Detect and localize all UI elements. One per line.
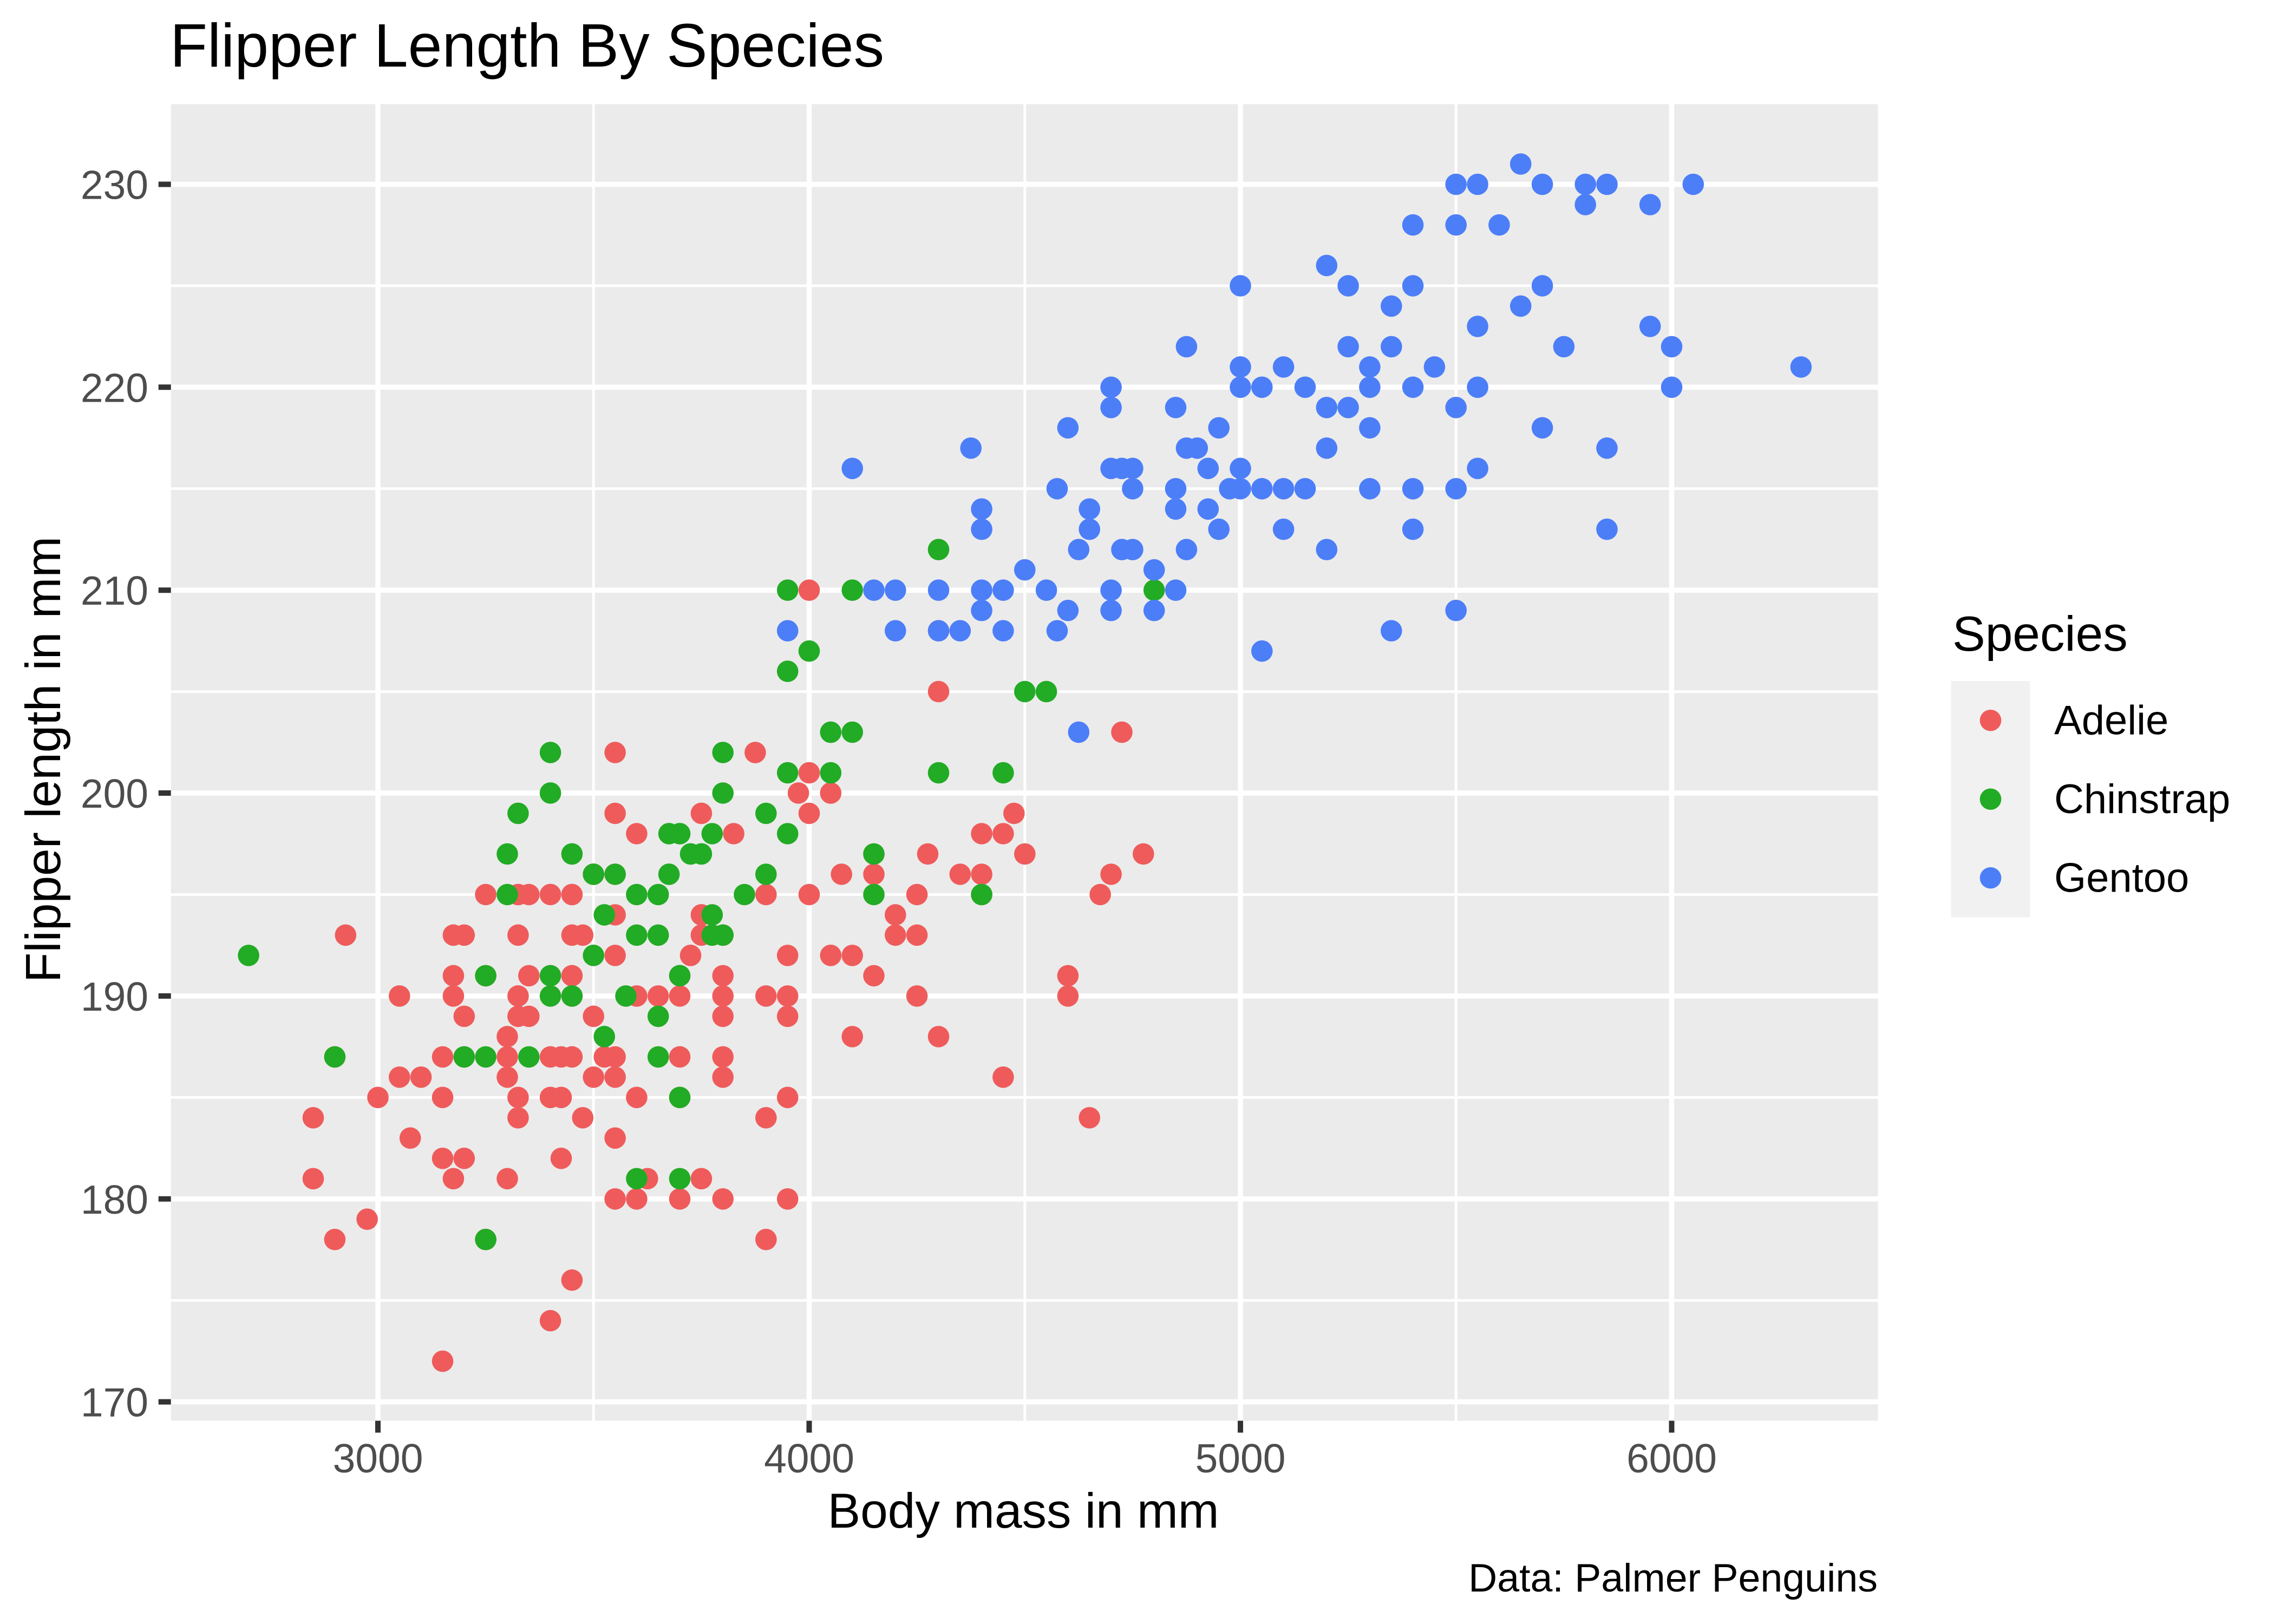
svg-text:230: 230 bbox=[81, 162, 148, 208]
svg-text:Body mass in mm: Body mass in mm bbox=[827, 1484, 1219, 1538]
svg-text:220: 220 bbox=[81, 365, 148, 410]
svg-text:4000: 4000 bbox=[764, 1436, 854, 1481]
svg-text:Flipper Length By Species: Flipper Length By Species bbox=[170, 11, 884, 80]
svg-text:Chinstrap: Chinstrap bbox=[2054, 776, 2230, 822]
svg-text:6000: 6000 bbox=[1626, 1436, 1717, 1481]
svg-text:5000: 5000 bbox=[1195, 1436, 1286, 1481]
svg-text:210: 210 bbox=[81, 568, 148, 613]
svg-text:170: 170 bbox=[81, 1380, 148, 1425]
svg-text:Gentoo: Gentoo bbox=[2054, 855, 2189, 901]
svg-text:Flipper length in mm: Flipper length in mm bbox=[16, 536, 71, 983]
svg-text:3000: 3000 bbox=[333, 1436, 423, 1481]
svg-text:Species: Species bbox=[1952, 607, 2128, 662]
svg-text:180: 180 bbox=[81, 1177, 148, 1222]
svg-text:Adelie: Adelie bbox=[2054, 697, 2168, 743]
svg-text:Data: Palmer Penguins: Data: Palmer Penguins bbox=[1468, 1555, 1878, 1600]
svg-text:190: 190 bbox=[81, 974, 148, 1019]
svg-text:200: 200 bbox=[81, 771, 148, 816]
